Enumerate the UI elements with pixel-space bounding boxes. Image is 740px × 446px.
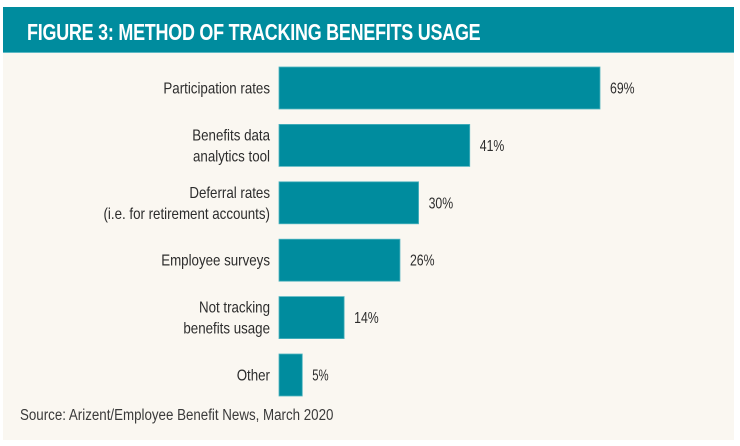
value-label-4: 14% xyxy=(354,310,379,327)
source-note: Source: Arizent/Employee Benefit News, M… xyxy=(20,407,334,424)
bar-2 xyxy=(278,181,419,225)
category-label-1-line-1: analytics tool xyxy=(193,149,270,166)
category-label-2-line-0: Deferral rates xyxy=(189,185,270,202)
bar-5 xyxy=(278,353,303,397)
bar-0 xyxy=(278,66,601,110)
category-label-4-line-0: Not tracking xyxy=(199,300,270,317)
bar-4 xyxy=(278,296,345,340)
category-label-4-line-1: benefits usage xyxy=(183,321,270,338)
value-label-5: 5% xyxy=(312,368,329,385)
category-label-1-line-0: Benefits data xyxy=(192,128,271,145)
value-label-0: 69% xyxy=(610,81,635,98)
value-label-3: 26% xyxy=(410,253,435,270)
bar-3 xyxy=(278,238,401,282)
chart-header: FIGURE 3: METHOD OF TRACKING BENEFITS US… xyxy=(3,7,734,53)
category-label-5: Other xyxy=(237,368,270,385)
category-label-0: Participation rates xyxy=(163,81,270,98)
value-label-1: 41% xyxy=(480,138,505,155)
chart-title: FIGURE 3: METHOD OF TRACKING BENEFITS US… xyxy=(27,19,481,45)
category-label-2-line-1: (i.e. for retirement accounts) xyxy=(104,206,270,223)
category-label-3: Employee surveys xyxy=(161,253,270,270)
value-label-2: 30% xyxy=(429,195,454,212)
bar-1 xyxy=(278,124,471,167)
